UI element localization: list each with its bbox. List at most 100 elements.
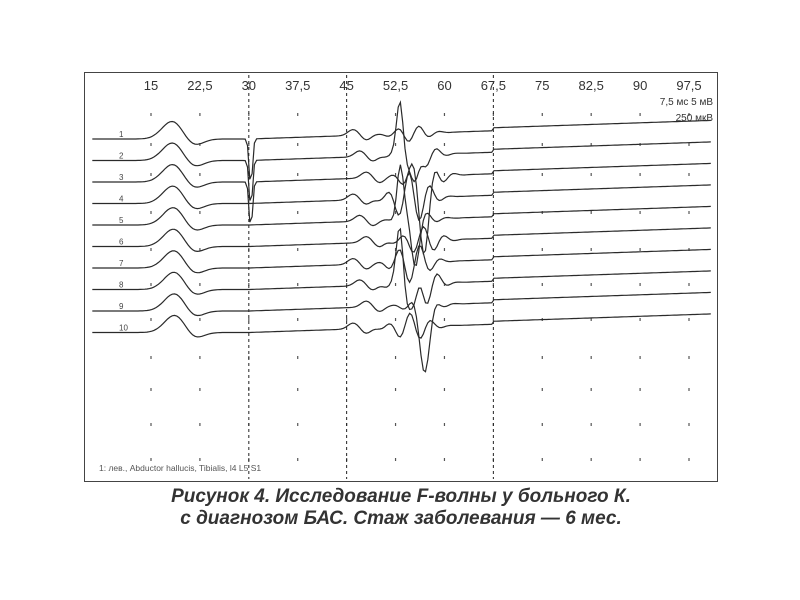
grid-marker bbox=[150, 211, 152, 214]
grid-marker bbox=[199, 423, 201, 426]
grid-marker bbox=[394, 458, 397, 461]
cursor-lines bbox=[248, 75, 494, 479]
grid-marker bbox=[248, 113, 250, 116]
grid-marker bbox=[297, 318, 299, 321]
grid-marker bbox=[199, 356, 201, 359]
grid-marker bbox=[297, 211, 299, 214]
grid-marker bbox=[443, 283, 446, 286]
grid-marker bbox=[443, 356, 446, 359]
grid-marker bbox=[492, 283, 494, 286]
grid-marker bbox=[639, 388, 641, 391]
grid-marker bbox=[394, 318, 397, 321]
grid-marker bbox=[297, 143, 299, 146]
grid-marker bbox=[541, 173, 543, 176]
grid-marker bbox=[394, 173, 397, 176]
grid-marker bbox=[639, 211, 641, 214]
grid-marker bbox=[492, 143, 494, 146]
grid-marker bbox=[297, 283, 299, 286]
grid-marker bbox=[590, 143, 592, 146]
grid-marker bbox=[443, 143, 446, 146]
grid-marker bbox=[688, 388, 690, 391]
grid-marker bbox=[688, 113, 690, 116]
grid-marker bbox=[443, 248, 446, 251]
grid-marker bbox=[590, 356, 592, 359]
grid-marker bbox=[150, 283, 152, 286]
trace-number-label: 9 bbox=[119, 302, 124, 311]
grid-marker bbox=[199, 388, 201, 391]
grid-marker bbox=[590, 318, 592, 321]
trace-number-label: 1 bbox=[119, 130, 124, 139]
x-tick-label: 75 bbox=[535, 78, 549, 93]
grid-marker bbox=[346, 113, 348, 116]
grid-marker bbox=[541, 283, 543, 286]
grid-marker bbox=[688, 458, 690, 461]
grid-marker bbox=[590, 388, 592, 391]
grid-marker bbox=[688, 143, 690, 146]
grid-marker bbox=[443, 318, 446, 321]
grid-marker bbox=[248, 173, 250, 176]
grid-marker bbox=[688, 356, 690, 359]
grid-marker bbox=[443, 458, 446, 461]
grid-marker bbox=[688, 211, 690, 214]
grid-marker bbox=[688, 318, 690, 321]
grid-marker bbox=[150, 113, 152, 116]
emg-trace bbox=[92, 100, 711, 201]
x-tick-label: 52,5 bbox=[383, 78, 408, 93]
grid-marker bbox=[297, 388, 299, 391]
grid-marker bbox=[199, 113, 201, 116]
x-tick-label: 82,5 bbox=[579, 78, 604, 93]
grid-marker bbox=[346, 211, 348, 214]
grid-marker bbox=[297, 458, 299, 461]
grid-marker bbox=[394, 113, 397, 116]
grid-marker bbox=[394, 423, 397, 426]
scale-label-time-voltage: 7,5 мс 5 мВ bbox=[660, 97, 714, 108]
grid-marker bbox=[639, 283, 641, 286]
grid-marker bbox=[297, 356, 299, 359]
grid-marker bbox=[150, 143, 152, 146]
grid-marker bbox=[590, 173, 592, 176]
grid-marker bbox=[150, 248, 152, 251]
grid-marker bbox=[150, 318, 152, 321]
emg-trace bbox=[92, 119, 711, 180]
x-tick-label: 15 bbox=[144, 78, 158, 93]
grid-marker bbox=[394, 283, 397, 286]
grid-marker bbox=[394, 248, 397, 251]
grid-marker bbox=[199, 458, 201, 461]
f-wave-chart: 15 22,5 30 37,5 45 52,5 60 67,5 75 82,5 90 97,5 123… bbox=[92, 75, 714, 479]
grid-marker bbox=[394, 143, 397, 146]
grid-marker bbox=[541, 356, 543, 359]
grid-marker bbox=[639, 113, 641, 116]
x-tick-labels: 15 22,5 30 37,5 45 52,5 60 67,5 75 82,5 90 97,5 bbox=[144, 78, 702, 93]
caption-line-2: с диагнозом БАС. Стаж заболевания — 6 ме… bbox=[180, 508, 622, 529]
grid-marker bbox=[248, 283, 250, 286]
emg-trace bbox=[92, 227, 711, 311]
grid-marker bbox=[394, 356, 397, 359]
x-tick-label: 30 bbox=[242, 78, 256, 93]
grid-marker bbox=[150, 423, 152, 426]
grid-marker bbox=[443, 423, 446, 426]
grid-marker bbox=[199, 318, 201, 321]
x-tick-label: 22,5 bbox=[187, 78, 212, 93]
footnote: 1: лев., Abductor hallucis, Tibialis, l4… bbox=[99, 463, 261, 473]
trace-number-label: 3 bbox=[119, 173, 124, 182]
grid-marker bbox=[590, 283, 592, 286]
grid-marker bbox=[199, 248, 201, 251]
grid-marker bbox=[199, 143, 201, 146]
emg-trace bbox=[92, 162, 711, 255]
figure-caption: Рисунок 4. Исследование F-волны у больно… bbox=[84, 486, 718, 530]
grid-marker bbox=[248, 143, 250, 146]
grid-marker bbox=[443, 173, 446, 176]
x-tick-label: 90 bbox=[633, 78, 647, 93]
grid-marker bbox=[688, 423, 690, 426]
scale-label-microvolts: 250 мкВ bbox=[676, 113, 714, 124]
grid-marker bbox=[541, 143, 543, 146]
grid-marker bbox=[346, 283, 348, 286]
grid-marker bbox=[248, 318, 250, 321]
grid-marker bbox=[590, 113, 592, 116]
grid-marker bbox=[541, 423, 543, 426]
trace-number-label: 7 bbox=[119, 259, 124, 268]
x-tick-label: 60 bbox=[437, 78, 451, 93]
grid-marker bbox=[590, 458, 592, 461]
x-tick-label: 45 bbox=[339, 78, 353, 93]
grid-marker bbox=[150, 356, 152, 359]
